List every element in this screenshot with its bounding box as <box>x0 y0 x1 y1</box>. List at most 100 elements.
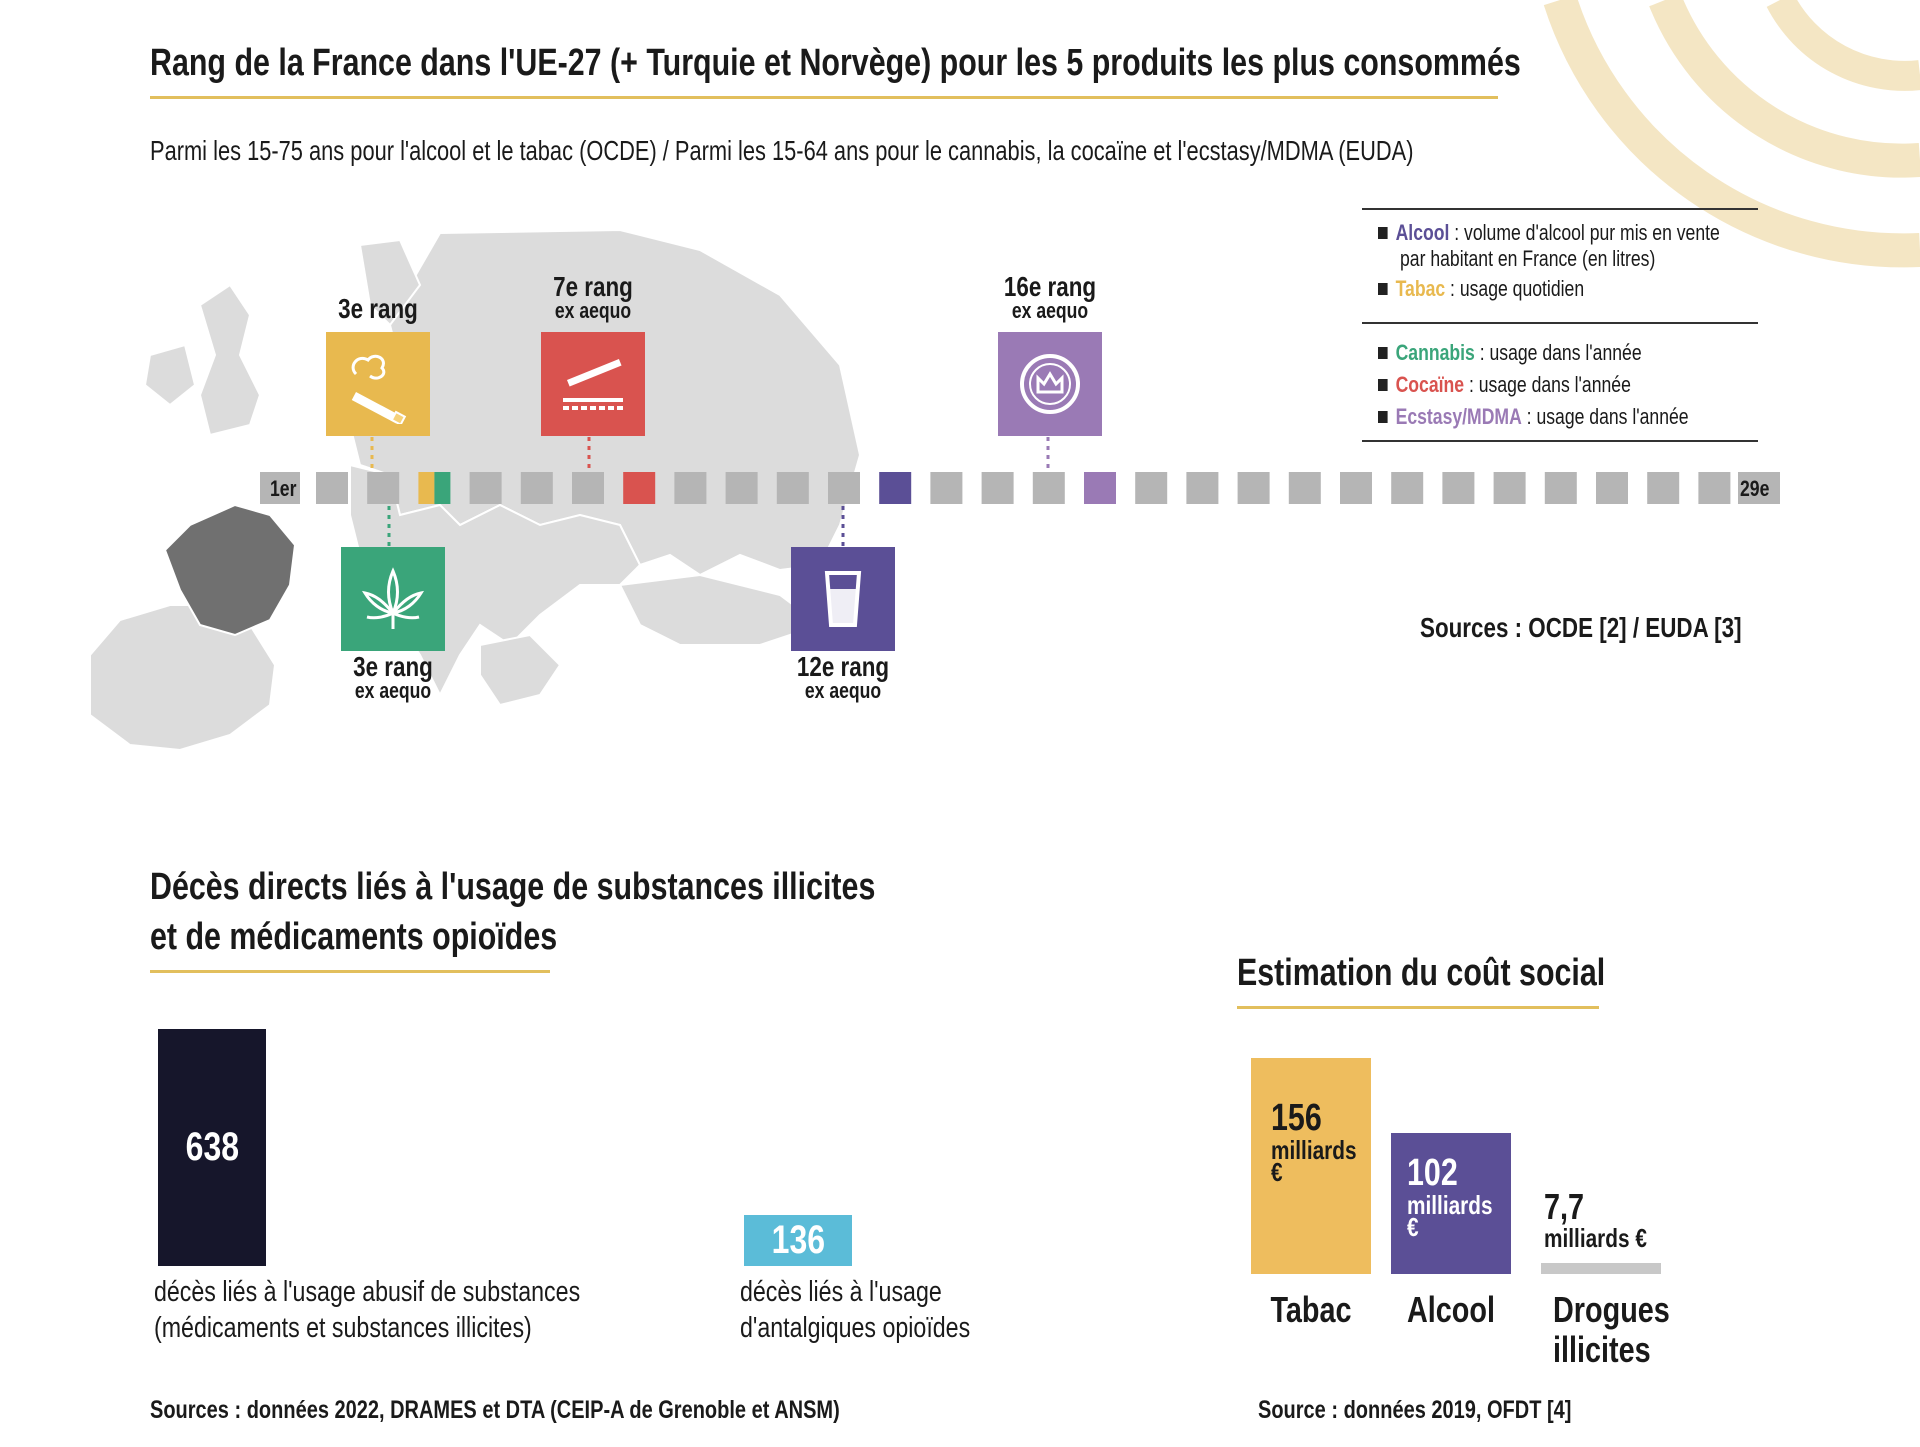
deaths-caption-1b: (médicaments et substances illicites) <box>154 1312 532 1344</box>
legend-bullet <box>1378 411 1388 423</box>
pill-icon <box>1020 354 1080 414</box>
deaths-title-line1: Décès directs liés à l'usage de substanc… <box>150 866 876 908</box>
legend-bullet <box>1378 379 1388 391</box>
legend-cannabis-name: Cannabis <box>1395 340 1475 365</box>
rank-square-3-part-1 <box>418 472 435 504</box>
rank-square-18 <box>1186 472 1219 504</box>
cost-bar-alcool: 102 milliards € <box>1391 1132 1511 1274</box>
legend-alcool-desc: : volume d'alcool pur mis en vente <box>1449 220 1720 245</box>
cocaine-rank-sub: ex aequo <box>554 298 632 323</box>
cost-drogues-num: 7,7 <box>1544 1186 1585 1227</box>
cost-drogues-value: 7,7 milliards € <box>1544 1186 1647 1253</box>
rank-square-17 <box>1135 472 1168 504</box>
deaths-caption-2b: d'antalgiques opioïdes <box>740 1312 971 1344</box>
rank-square-20 <box>1288 472 1321 504</box>
tabac-rank-text: 3e rang <box>338 293 418 324</box>
ecstasy-rank-box <box>998 332 1102 436</box>
cocaine-rank-label: 7e rang ex aequo <box>542 273 644 323</box>
legend-cocaine-desc: : usage dans l'année <box>1464 372 1631 397</box>
legend-item-alcool-cont: par habitant en France (en litres) <box>1400 246 1655 272</box>
cannabis-rank-sub: ex aequo <box>354 678 432 703</box>
legend-cannabis-desc: : usage dans l'année <box>1474 340 1642 365</box>
cost-drogues-unit: milliards € <box>1544 1223 1647 1253</box>
rank-square-13 <box>930 472 963 504</box>
legend-item-ecstasy: Ecstasy/MDMA : usage dans l'année <box>1378 404 1689 430</box>
rank-square-16 <box>1084 472 1116 504</box>
legend-alcool-name: Alcool <box>1395 220 1450 245</box>
ecstasy-rank-sub: ex aequo <box>1011 298 1089 323</box>
rank-square-28 <box>1698 472 1731 504</box>
deaths-caption-2a: décès liés à l'usage <box>740 1276 942 1308</box>
rank-square-11 <box>828 472 860 504</box>
rank-square-5 <box>520 472 553 504</box>
tabac-rank-label: 3e rang <box>327 293 429 324</box>
beer-glass-icon <box>824 571 862 627</box>
cost-alcool-unit2: € <box>1407 1211 1419 1242</box>
legend-item-cocaine: Cocaïne : usage dans l'année <box>1378 372 1631 398</box>
cannabis-rank-box <box>341 547 445 651</box>
legend-rule-bottom <box>1362 440 1758 442</box>
legend-cocaine-name: Cocaïne <box>1395 372 1465 397</box>
cost-tabac-unit2: € <box>1271 1157 1283 1187</box>
deaths-source: Sources : données 2022, DRAMES et DTA (C… <box>150 1396 840 1424</box>
legend-bullet <box>1378 227 1388 239</box>
rank-square-29 <box>1749 472 1780 504</box>
deaths-caption-opioides: décès liés à l'usage d'antalgiques opioï… <box>740 1274 970 1346</box>
deaths-bar-substances: 638 <box>158 1029 266 1266</box>
rank-square-24 <box>1493 472 1526 504</box>
alcool-rank-sub: ex aequo <box>804 678 882 703</box>
alcool-rank-box <box>791 547 895 651</box>
rank-square-26 <box>1596 472 1628 504</box>
cost-tabac-num: 156 <box>1271 1097 1322 1139</box>
legend-rule-top <box>1362 208 1758 210</box>
legend-tabac-name: Tabac <box>1395 276 1446 301</box>
cost-title: Estimation du coût social <box>1237 952 1606 994</box>
cost-alcool-unit1: milliards <box>1407 1189 1493 1220</box>
rank-square-19 <box>1237 472 1270 504</box>
deaths-title-line2: et de médicaments opioïdes <box>150 916 558 958</box>
rank-square-21 <box>1340 472 1372 504</box>
cocaine-rank-box <box>541 332 645 436</box>
legend-ecstasy-name: Ecstasy/MDMA <box>1395 404 1522 429</box>
title-underline <box>150 96 1498 99</box>
decorative-arcs <box>1543 0 1920 268</box>
rank-square-7 <box>623 472 656 504</box>
rank-square-25 <box>1544 472 1577 504</box>
cost-alcool-num: 102 <box>1407 1151 1458 1194</box>
rank-square-15 <box>1032 472 1065 504</box>
cost-label-drogues-line1: Drogues <box>1553 1289 1670 1330</box>
rank-square-14 <box>981 472 1014 504</box>
rank-square-1 <box>316 472 348 504</box>
cannabis-leaf-icon <box>361 567 425 629</box>
rank-square-4 <box>469 472 502 504</box>
rank-square-23 <box>1442 472 1475 504</box>
deaths-title: Décès directs liés à l'usage de substanc… <box>150 862 875 962</box>
cost-title-underline <box>1237 1006 1599 1009</box>
deaths-caption-1a: décès liés à l'usage abusif de substance… <box>154 1276 581 1308</box>
legend-item-cannabis: Cannabis : usage dans l'année <box>1378 340 1642 366</box>
page-title: Rang de la France dans l'UE-27 (+ Turqui… <box>150 42 1521 84</box>
straw-icon <box>563 359 623 410</box>
legend-item-tabac: Tabac : usage quotidien <box>1378 276 1584 302</box>
scale-end-label: 29e <box>1740 476 1770 501</box>
cannabis-rank-text: 3e rang <box>353 651 433 682</box>
tabac-rank-box <box>326 332 430 436</box>
legend-bullet <box>1378 347 1388 359</box>
scale-start-label: 1er <box>270 476 297 501</box>
cost-alcool-value: 102 milliards € <box>1407 1151 1493 1242</box>
legend-ecstasy-desc: : usage dans l'année <box>1521 404 1689 429</box>
legend-item-alcool: Alcool : volume d'alcool pur mis en vent… <box>1378 220 1720 246</box>
cost-label-drogues-line2: illicites <box>1553 1329 1651 1370</box>
rank-square-27 <box>1647 472 1680 504</box>
legend-group-1: Alcool : volume d'alcool pur mis en vent… <box>1378 220 1920 302</box>
cost-bar-drogues <box>1541 1263 1661 1274</box>
rank-square-12 <box>879 472 912 504</box>
deaths-bar-substances-value: 638 <box>185 1125 239 1169</box>
cost-tabac-value: 156 milliards € <box>1271 1097 1357 1187</box>
rank-square-9 <box>725 472 758 504</box>
rank-connectors <box>370 437 1050 548</box>
legend-bullet <box>1378 283 1388 295</box>
sources-top: Sources : OCDE [2] / EUDA [3] <box>1420 612 1742 643</box>
rank-square-3-part-2 <box>434 472 451 504</box>
cost-label-tabac: Tabac <box>1270 1289 1352 1330</box>
